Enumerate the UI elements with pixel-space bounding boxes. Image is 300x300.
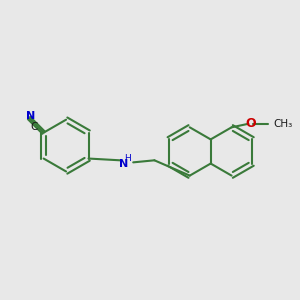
Text: CH₃: CH₃: [273, 119, 292, 129]
Text: N: N: [26, 111, 35, 121]
Text: O: O: [245, 117, 256, 130]
Text: N: N: [119, 159, 128, 169]
Text: H: H: [124, 154, 131, 163]
Text: C: C: [31, 122, 38, 132]
